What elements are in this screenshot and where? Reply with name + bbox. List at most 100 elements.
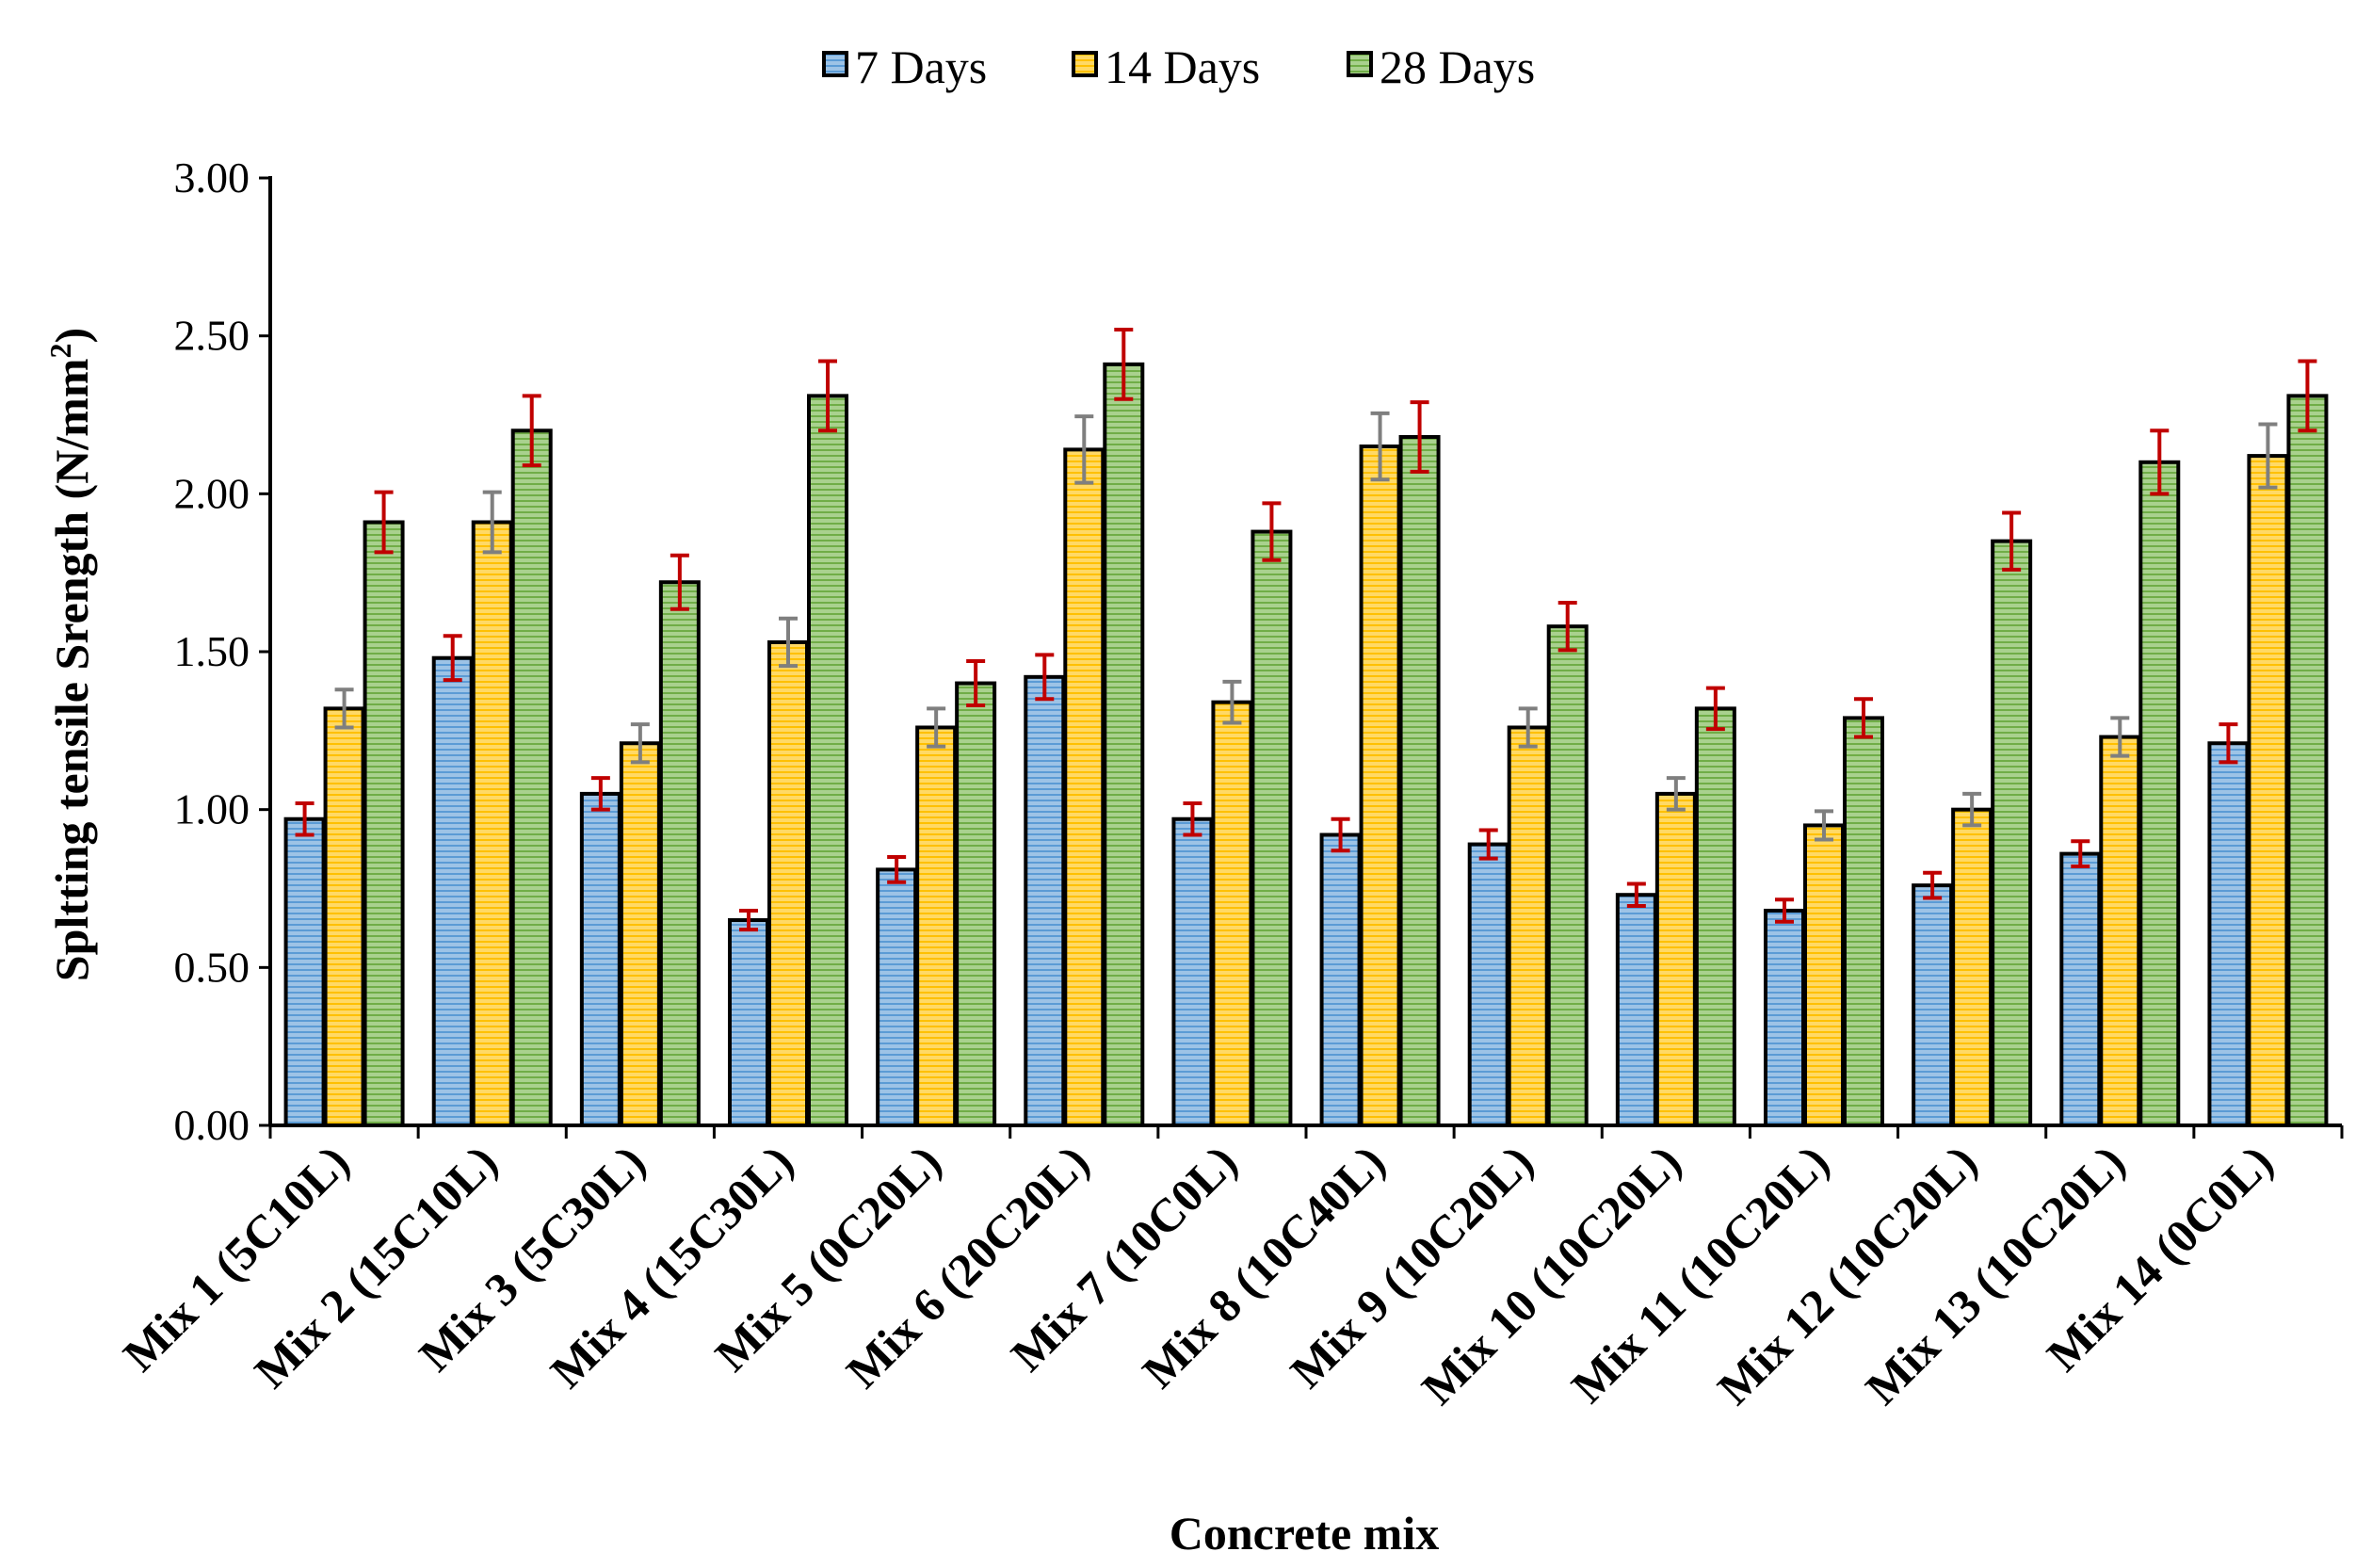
y-tick-label: 3.00 bbox=[174, 154, 250, 202]
x-category-label: Mix 10 (10C20L) bbox=[1412, 1135, 1691, 1414]
bar-28-days bbox=[1546, 624, 1589, 1127]
bar-14-days bbox=[1654, 791, 1697, 1128]
legend-swatch-28-days bbox=[1347, 51, 1373, 77]
error-bar-28-days bbox=[2298, 359, 2317, 433]
error-bar-28-days bbox=[1262, 501, 1282, 562]
error-bar-28-days bbox=[1114, 327, 1134, 401]
bar-7-days bbox=[1764, 908, 1805, 1127]
y-tick-label: 2.50 bbox=[174, 312, 250, 360]
legend: 7 Days 14 Days 28 Days bbox=[822, 40, 1535, 93]
bar-14-days bbox=[915, 725, 958, 1127]
error-bar-28-days bbox=[670, 553, 689, 611]
bar-28-days bbox=[363, 520, 405, 1127]
bar-14-days bbox=[1359, 445, 1401, 1127]
bar-14-days bbox=[323, 706, 365, 1127]
error-bar-7-days bbox=[590, 776, 610, 812]
error-bar-28-days bbox=[374, 490, 394, 555]
bar-7-days bbox=[876, 867, 918, 1127]
error-bar-7-days bbox=[1923, 870, 1943, 900]
x-category-label: Mix 13 (10C20L) bbox=[1855, 1135, 2135, 1414]
bar-14-days bbox=[1507, 725, 1549, 1127]
y-tick-label: 0.50 bbox=[174, 943, 250, 991]
error-bar-14-days bbox=[482, 490, 502, 555]
x-category-label: Mix 11 (10C20L) bbox=[1561, 1135, 1839, 1413]
error-bar-28-days bbox=[1854, 697, 1873, 739]
bar-7-days bbox=[1615, 893, 1657, 1127]
error-bar-28-days bbox=[1705, 686, 1725, 732]
bar-28-days bbox=[1991, 539, 2033, 1127]
bar-28-days bbox=[1694, 706, 1736, 1127]
bar-7-days bbox=[1912, 883, 1954, 1127]
error-bar-14-days bbox=[779, 616, 798, 669]
error-bar-7-days bbox=[295, 800, 315, 837]
legend-label-7-days: 7 Days bbox=[855, 40, 987, 93]
y-tick-label: 1.50 bbox=[174, 627, 250, 675]
error-bar-28-days bbox=[818, 359, 837, 433]
y-tick-label: 1.00 bbox=[174, 785, 250, 833]
error-bar-7-days bbox=[2071, 839, 2090, 869]
bar-14-days bbox=[471, 520, 513, 1127]
error-bar-7-days bbox=[1035, 653, 1055, 702]
bar-7-days bbox=[579, 791, 621, 1128]
bar-14-days bbox=[1063, 447, 1105, 1127]
error-bar-28-days bbox=[1410, 400, 1429, 474]
error-bar-14-days bbox=[334, 687, 354, 730]
bar-7-days bbox=[1467, 842, 1509, 1127]
bar-7-days bbox=[2207, 741, 2250, 1127]
bar-14-days bbox=[2099, 735, 2141, 1127]
bar-14-days bbox=[1803, 823, 1845, 1128]
bar-7-days bbox=[1024, 674, 1066, 1127]
error-bar-28-days bbox=[1557, 601, 1577, 653]
error-bar-7-days bbox=[887, 854, 907, 884]
bar-28-days bbox=[1103, 362, 1145, 1127]
bar-28-days bbox=[2286, 394, 2329, 1127]
error-bar-28-days bbox=[2150, 428, 2170, 496]
error-bar-14-days bbox=[630, 722, 650, 765]
error-bar-7-days bbox=[2219, 722, 2238, 765]
bar-14-days bbox=[1211, 700, 1253, 1127]
error-bar-7-days bbox=[1183, 800, 1202, 837]
y-tick-label: 0.00 bbox=[174, 1101, 250, 1149]
error-bar-7-days bbox=[1478, 828, 1498, 861]
bar-28-days bbox=[955, 681, 997, 1127]
error-bar-14-days bbox=[1370, 411, 1390, 482]
error-bar-7-days bbox=[443, 634, 462, 683]
error-bar-28-days bbox=[522, 394, 541, 468]
bar-28-days bbox=[807, 394, 848, 1127]
bar-7-days bbox=[283, 816, 326, 1128]
bar-7-days bbox=[1319, 832, 1362, 1127]
error-bar-14-days bbox=[2258, 422, 2278, 490]
bar-7-days bbox=[2059, 851, 2102, 1127]
bar-28-days bbox=[1843, 716, 1884, 1127]
error-bar-14-days bbox=[1666, 776, 1686, 812]
bar-28-days bbox=[1251, 529, 1293, 1127]
x-axis-title: Concrete mix bbox=[1170, 1507, 1439, 1560]
error-bar-14-days bbox=[927, 706, 946, 749]
error-bar-14-days bbox=[1518, 706, 1538, 749]
x-category-label: Mix 12 (10C20L) bbox=[1707, 1135, 1987, 1414]
bar-7-days bbox=[431, 655, 474, 1127]
bar-7-days bbox=[728, 918, 769, 1127]
legend-swatch-14-days bbox=[1072, 51, 1098, 77]
legend-swatch-7-days bbox=[822, 51, 848, 77]
error-bar-14-days bbox=[1222, 679, 1242, 725]
error-bar-7-days bbox=[1775, 897, 1794, 924]
bar-14-days bbox=[1951, 807, 1993, 1128]
y-axis-title: Spltting tensile Srength (N/mm2) bbox=[43, 328, 98, 981]
error-bar-14-days bbox=[2110, 716, 2130, 758]
error-bar-28-days bbox=[966, 659, 986, 708]
error-bar-7-days bbox=[739, 908, 758, 932]
y-tick-label: 2.00 bbox=[174, 469, 250, 517]
error-bar-14-days bbox=[1962, 791, 1982, 828]
error-bar-7-days bbox=[1626, 881, 1646, 908]
bar-14-days bbox=[619, 741, 661, 1127]
bar-14-days bbox=[767, 639, 809, 1127]
bar-28-days bbox=[510, 428, 553, 1127]
bar-28-days bbox=[1398, 434, 1441, 1127]
bar-14-days bbox=[2247, 454, 2289, 1127]
bar-28-days bbox=[2138, 460, 2181, 1127]
bar-28-days bbox=[658, 580, 701, 1127]
error-bar-28-days bbox=[2002, 510, 2022, 572]
